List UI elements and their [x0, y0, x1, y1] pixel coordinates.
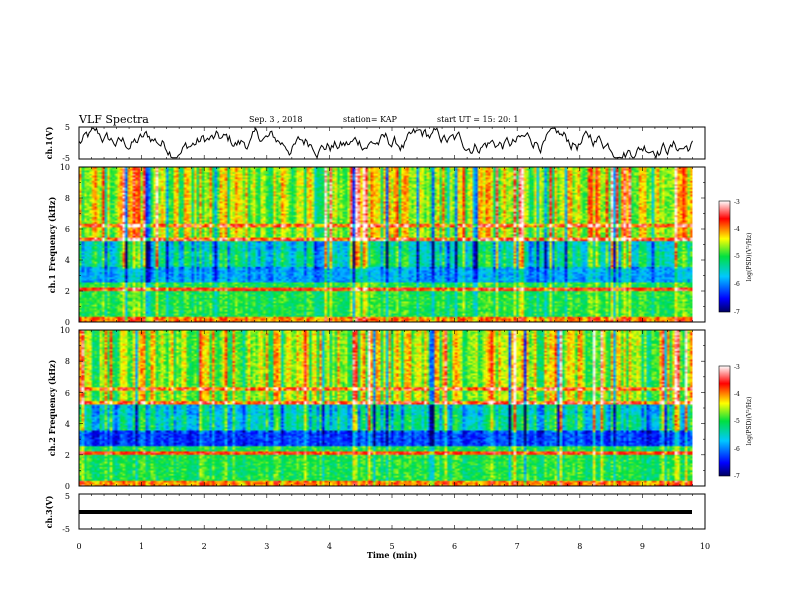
spec2-image	[79, 330, 693, 486]
tick-marks	[78, 127, 706, 529]
spec1-image	[79, 167, 693, 322]
ch2-cb-tick-6: -6	[734, 446, 740, 453]
ch1-colorbar-gradient	[718, 200, 731, 313]
ch3-ytick-bottom: -5	[62, 525, 70, 534]
ch1-cb-tick-3: -3	[734, 199, 740, 206]
ch1-waveform-panel: 5 -5 ch.1(V)	[44, 123, 706, 163]
xtick-7: 7	[515, 542, 520, 551]
ch1-waveform-line	[78, 127, 693, 160]
ch1-ytick-8: 8	[65, 194, 70, 203]
time-axis-label: Time (min)	[367, 550, 417, 560]
ch1-ytick-6: 6	[65, 225, 70, 234]
ch2-spectrogram-panel: 10 8 6 4 2 0 ch.2 Frequency (kHz)	[47, 326, 706, 491]
ch1-cb-tick-4: -4	[734, 226, 740, 233]
ch3-waveform-panel: 5 -5 ch.3(V)	[44, 492, 706, 534]
xtick-1: 1	[139, 542, 144, 551]
ch2-ytick-4: 4	[65, 420, 70, 429]
time-axis: 0 1 2 3 4 5 6 7 8 9 10	[76, 542, 710, 551]
ch1-ytick-0: 0	[65, 318, 70, 327]
ch3-ytick-top: 5	[65, 492, 70, 501]
ch1-waveform-ylabel: ch.1(V)	[44, 126, 54, 159]
figure-title: VLF Spectra	[78, 113, 149, 126]
xtick-8: 8	[577, 542, 582, 551]
ch1-ytick-bottom: -5	[62, 154, 70, 163]
ch1-cb-tick-7: -7	[734, 309, 740, 316]
ch3-waveform-ylabel: ch.3(V)	[44, 495, 54, 528]
ch1-cb-tick-6: -6	[734, 281, 740, 288]
header-start-ut: start UT = 15: 20: 1	[437, 115, 518, 124]
ch2-ytick-10: 10	[60, 326, 70, 335]
xtick-6: 6	[452, 542, 457, 551]
ch1-ytick-2: 2	[65, 287, 70, 296]
ch1-spectrogram	[79, 167, 693, 322]
xtick-2: 2	[202, 542, 207, 551]
ch1-ytick-top: 5	[65, 123, 70, 132]
xtick-3: 3	[264, 542, 269, 551]
xtick-5: 5	[389, 542, 394, 551]
ch2-cb-tick-4: -4	[734, 391, 740, 398]
ch2-spectrogram	[79, 330, 693, 486]
ch1-cb-tick-5: -5	[734, 253, 740, 260]
ch2-spectrogram-ylabel: ch.2 Frequency (kHz)	[47, 360, 57, 457]
xtick-9: 9	[640, 542, 645, 551]
ch1-spectrogram-ylabel: ch.1 Frequency (kHz)	[47, 197, 57, 294]
ch2-cb-tick-3: -3	[734, 364, 740, 371]
header-station: station= KAP	[343, 115, 398, 124]
ch1-ytick-10: 10	[60, 163, 70, 172]
ch1-ytick-4: 4	[65, 256, 70, 265]
ch2-colorbar-gradient	[718, 365, 731, 477]
ch2-colorbar-label: log(PSD)(V²/Hz)	[746, 397, 753, 446]
ch2-colorbar: -3 -4 -5 -6 -7 log(PSD)(V²/Hz)	[718, 364, 753, 480]
header-date: Sep. 3 , 2018	[249, 115, 303, 124]
ch1-colorbar-label: log(PSD)(V²/Hz)	[746, 233, 753, 282]
xtick-4: 4	[327, 542, 332, 551]
ch1-spectrogram-panel: 10 8 6 4 2 0 ch.1 Frequency (kHz)	[47, 163, 706, 327]
ch1-colorbar: -3 -4 -5 -6 -7 log(PSD)(V²/Hz)	[718, 199, 753, 316]
ch2-ytick-6: 6	[65, 389, 70, 398]
ch2-cb-tick-5: -5	[734, 418, 740, 425]
ch1-waveform-frame	[78, 126, 706, 160]
ch2-ytick-8: 8	[65, 357, 70, 366]
xtick-0: 0	[76, 542, 81, 551]
ch2-ytick-0: 0	[65, 482, 70, 491]
ch2-cb-tick-7: -7	[734, 473, 740, 480]
xtick-10: 10	[700, 542, 710, 551]
ch2-ytick-2: 2	[65, 451, 70, 460]
